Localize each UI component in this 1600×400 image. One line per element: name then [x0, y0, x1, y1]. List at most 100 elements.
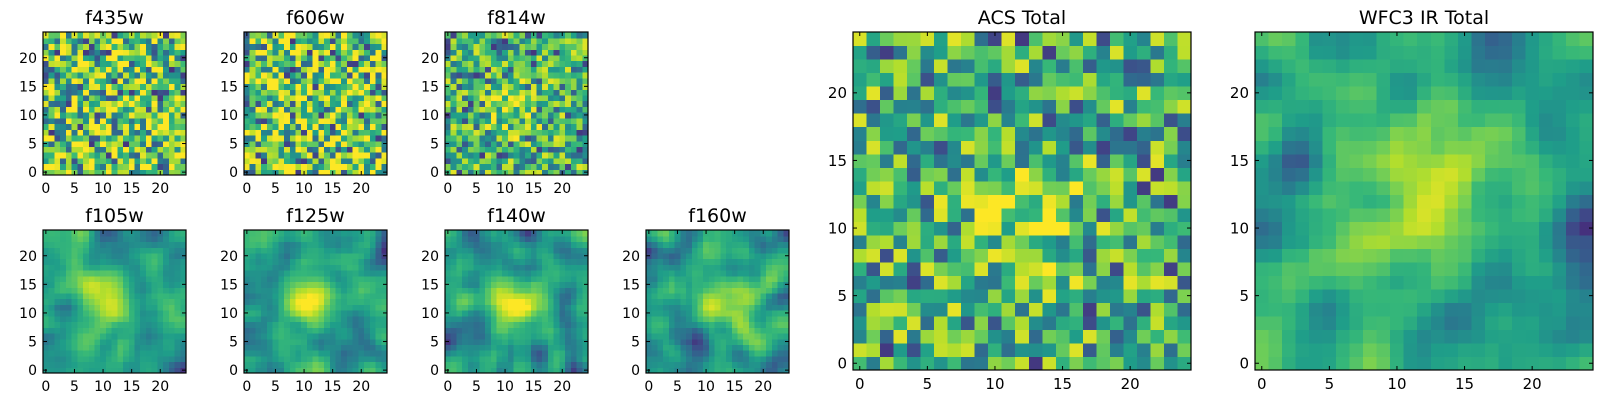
heatmap-cell	[485, 287, 492, 294]
heatmap-cell	[105, 298, 113, 305]
heatmap-cell	[364, 89, 371, 96]
heatmap-cell	[117, 43, 124, 50]
heatmap-cell	[83, 252, 90, 260]
heatmap-cell	[731, 235, 739, 243]
heatmap-cell	[450, 152, 458, 159]
heatmap-cell	[519, 247, 526, 254]
heatmap-cell	[364, 338, 371, 345]
heatmap-cell	[335, 350, 342, 357]
heatmap-cell	[570, 140, 578, 147]
heatmap-cell	[134, 43, 141, 50]
heatmap-cell	[559, 72, 566, 79]
heatmap-cell	[456, 310, 463, 317]
heatmap-cell	[71, 252, 78, 260]
heatmap-cell	[467, 258, 475, 265]
heatmap-cell	[668, 264, 676, 271]
heatmap-cell	[266, 367, 274, 374]
heatmap-cell	[375, 117, 382, 125]
heatmap-cell	[117, 140, 124, 147]
heatmap-cell	[445, 89, 452, 96]
heatmap-cell	[519, 275, 526, 283]
heatmap-cell	[777, 298, 784, 305]
heatmap-cell	[272, 247, 279, 254]
heatmap-cell	[341, 54, 348, 62]
heatmap-cell	[1001, 194, 1016, 209]
heatmap-cell	[284, 37, 291, 45]
heatmap-cell	[134, 270, 141, 277]
heatmap-cell	[947, 261, 962, 276]
heatmap-cell	[674, 315, 681, 323]
heatmap-cell	[485, 72, 492, 79]
heatmap-cell	[163, 112, 170, 119]
heatmap-cell	[128, 89, 136, 96]
heatmap-cell	[381, 66, 388, 73]
heatmap-cell	[570, 252, 578, 260]
heatmap-cell	[657, 258, 664, 265]
heatmap-cell	[249, 89, 257, 96]
heatmap-cell	[324, 83, 331, 90]
heatmap-cell	[866, 356, 881, 371]
heatmap-cell	[318, 140, 325, 147]
heatmap-cell	[530, 106, 538, 113]
heatmap-cell	[140, 72, 147, 79]
heatmap-cell	[94, 77, 101, 85]
heatmap-cell	[346, 112, 354, 119]
heatmap-cell	[364, 230, 371, 237]
heatmap-cell	[151, 100, 158, 107]
heatmap-cell	[771, 230, 779, 237]
heatmap-cell	[324, 152, 331, 159]
heatmap-cell	[128, 37, 136, 45]
heatmap-cell	[261, 37, 268, 45]
heatmap-cell	[582, 72, 589, 79]
heatmap-cell	[530, 60, 538, 67]
heatmap-cell	[60, 146, 67, 153]
heatmap-cell	[163, 235, 170, 243]
heatmap-cell	[272, 89, 279, 96]
heatmap-cell	[261, 321, 268, 328]
heatmap-cell	[244, 146, 251, 153]
heatmap-cell	[777, 338, 784, 345]
heatmap-cell	[312, 367, 319, 374]
heatmap-cell	[507, 83, 515, 90]
heatmap-cell	[743, 327, 750, 334]
heatmap-cell	[737, 350, 744, 357]
heatmap-cell	[737, 327, 744, 334]
heatmap-cell	[525, 230, 532, 237]
heatmap-cell	[71, 258, 78, 265]
heatmap-cell	[450, 157, 458, 165]
heatmap-cell	[737, 298, 744, 305]
heatmap-cell	[77, 338, 84, 345]
heatmap-cell	[346, 350, 354, 357]
heatmap-cell	[180, 49, 187, 56]
heatmap-cell	[490, 235, 498, 243]
heatmap-cell	[691, 310, 699, 317]
heatmap-cell	[318, 77, 325, 85]
heatmap-cell	[570, 270, 578, 277]
heatmap-cell	[1082, 194, 1097, 209]
heatmap-cell	[1015, 180, 1030, 195]
heatmap-cell	[853, 329, 868, 344]
heatmap-cell	[502, 157, 509, 165]
heatmap-cell	[565, 321, 572, 328]
heatmap-cell	[507, 43, 515, 50]
heatmap-cell	[450, 140, 458, 147]
heatmap-cell	[570, 310, 578, 317]
heatmap-cell	[530, 264, 538, 271]
heatmap-cell	[907, 180, 922, 195]
heatmap-cell	[134, 123, 141, 130]
heatmap-cell	[907, 261, 922, 276]
heatmap-cell	[743, 355, 750, 363]
heatmap-cell	[54, 304, 61, 311]
x-tick-label: 10	[496, 181, 514, 197]
heatmap-cell	[490, 77, 498, 85]
heatmap-cell	[519, 350, 526, 357]
heatmap-cell	[289, 275, 297, 283]
heatmap-cell	[128, 247, 136, 254]
heatmap-cell	[450, 54, 458, 62]
heatmap-cell	[335, 361, 342, 368]
heatmap-cell	[1028, 288, 1043, 303]
heatmap-cell	[720, 298, 727, 305]
heatmap-cell	[83, 235, 90, 243]
heatmap-cell	[94, 66, 101, 73]
heatmap-cell	[65, 129, 73, 136]
